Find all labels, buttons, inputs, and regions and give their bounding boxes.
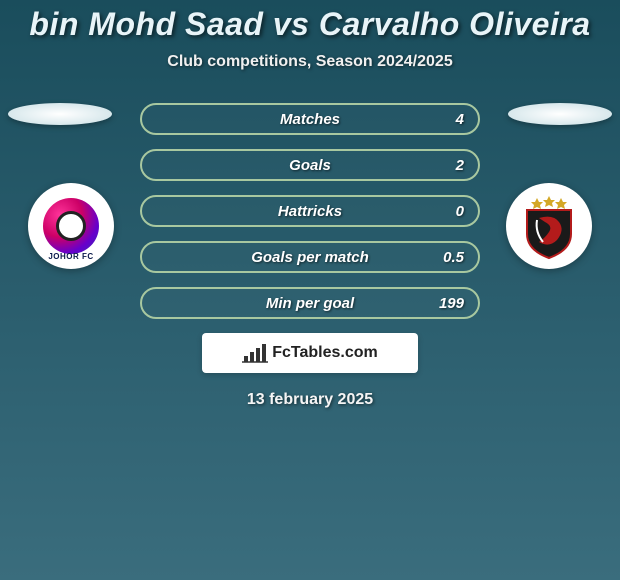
stat-label: Goals per match — [156, 249, 438, 266]
steelers-crest-icon — [515, 192, 583, 260]
stat-row-matches: Matches 4 — [140, 103, 480, 135]
stat-label: Min per goal — [156, 295, 438, 312]
johor-crest-icon — [43, 198, 99, 254]
stat-label: Goals — [156, 157, 438, 174]
team-left-label: JOHOR FC — [48, 252, 93, 261]
stat-label: Matches — [156, 111, 438, 128]
date-label: 13 february 2025 — [0, 391, 620, 409]
stat-row-min-per-goal: Min per goal 199 — [140, 287, 480, 319]
team-logo-left: JOHOR FC — [28, 183, 114, 269]
stat-value: 0.5 — [438, 249, 464, 266]
content-area: JOHOR FC Matches 4 Goals 2 Ha — [0, 103, 620, 409]
stat-label: Hattricks — [156, 203, 438, 220]
brand-text: FcTables.com — [272, 344, 378, 362]
stat-value: 2 — [438, 157, 464, 174]
stat-value: 0 — [438, 203, 464, 220]
stat-value: 4 — [438, 111, 464, 128]
bar-chart-icon — [242, 342, 268, 364]
page-title: bin Mohd Saad vs Carvalho Oliveira — [0, 0, 620, 43]
player-ellipse-right — [508, 103, 612, 125]
player-ellipse-left — [8, 103, 112, 125]
stats-table: Matches 4 Goals 2 Hattricks 0 Goals per … — [140, 103, 480, 319]
team-logo-right — [506, 183, 592, 269]
brand-box: FcTables.com — [202, 333, 418, 373]
stat-row-hattricks: Hattricks 0 — [140, 195, 480, 227]
subtitle: Club competitions, Season 2024/2025 — [0, 53, 620, 71]
stat-row-goals-per-match: Goals per match 0.5 — [140, 241, 480, 273]
stat-value: 199 — [438, 295, 464, 312]
stat-row-goals: Goals 2 — [140, 149, 480, 181]
